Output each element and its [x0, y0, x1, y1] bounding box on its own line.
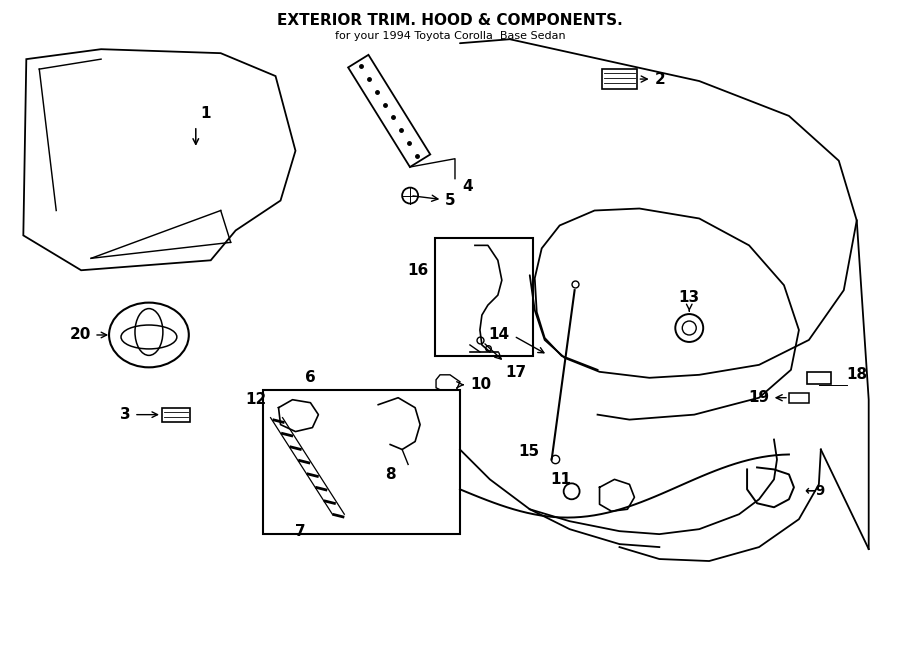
Text: ←9: ←9 [804, 485, 825, 498]
Text: 20: 20 [69, 327, 91, 342]
Text: 18: 18 [847, 368, 868, 382]
Text: for your 1994 Toyota Corolla  Base Sedan: for your 1994 Toyota Corolla Base Sedan [335, 31, 565, 41]
Text: 8: 8 [385, 467, 395, 483]
Text: 12: 12 [246, 392, 266, 407]
Bar [789, 393, 809, 403]
Bar [601, 69, 637, 89]
Text: 4: 4 [462, 178, 472, 194]
Polygon shape [348, 55, 430, 167]
Text: 19: 19 [748, 390, 787, 405]
Text: EXTERIOR TRIM. HOOD & COMPONENTS.: EXTERIOR TRIM. HOOD & COMPONENTS. [277, 13, 623, 28]
Text: 13: 13 [679, 290, 700, 305]
Bar [807, 372, 831, 384]
Bar [263, 390, 460, 534]
Text: 10: 10 [456, 377, 491, 392]
Text: 3: 3 [121, 407, 131, 422]
Text: 14: 14 [489, 327, 509, 342]
Text: 5: 5 [413, 193, 455, 208]
Text: 7: 7 [295, 524, 306, 539]
Text: 17: 17 [485, 344, 526, 380]
Text: 1: 1 [201, 106, 212, 121]
Text: 6: 6 [305, 369, 316, 385]
Bar [435, 239, 533, 356]
Text: 16: 16 [407, 263, 428, 278]
Text: 2: 2 [640, 71, 665, 87]
Bar [162, 408, 190, 422]
Text: 11: 11 [551, 472, 572, 487]
Text: 15: 15 [518, 444, 540, 459]
